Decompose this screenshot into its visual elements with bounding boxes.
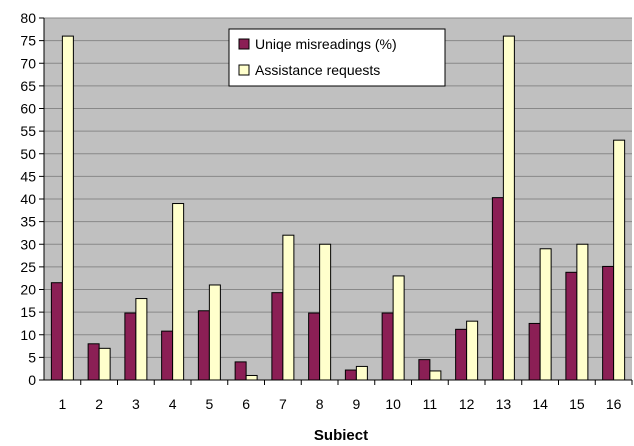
bar-misreadings-8 [308, 312, 321, 381]
y-tick-label: 25 [20, 259, 36, 275]
x-tick-label: 12 [459, 396, 475, 412]
x-tick-label: 7 [279, 396, 287, 412]
bar-assistance-9 [355, 365, 368, 381]
y-tick-label: 10 [20, 327, 36, 343]
x-tick-label: 3 [132, 396, 140, 412]
x-tick-label: 15 [569, 396, 585, 412]
y-tick-label: 30 [20, 236, 36, 252]
x-tick-label: 8 [316, 396, 324, 412]
bar-misreadings-9 [344, 369, 357, 381]
x-tick-label: 1 [58, 396, 66, 412]
y-tick-label: 75 [20, 33, 36, 49]
bar-assistance-5 [208, 284, 221, 381]
bar-assistance-13 [502, 35, 515, 381]
bar-assistance-8 [319, 243, 332, 381]
bar-misreadings-5 [197, 310, 210, 381]
bar-assistance-11 [429, 370, 442, 381]
y-tick-label: 50 [20, 146, 36, 162]
legend-swatch [238, 64, 250, 76]
x-tick-label: 11 [423, 396, 438, 412]
x-tick-label: 4 [169, 396, 177, 412]
bar-misreadings-7 [271, 292, 284, 381]
y-tick-label: 35 [20, 214, 36, 230]
y-tick-label: 5 [28, 349, 36, 365]
bar-misreadings-3 [124, 312, 137, 381]
bar-misreadings-2 [87, 343, 100, 381]
bar-misreadings-11 [418, 359, 431, 381]
y-tick-label: 55 [20, 123, 36, 139]
legend: Uniqe misreadings (%) Assistance requests [228, 28, 446, 87]
bar-misreadings-12 [455, 328, 468, 381]
x-tick-label: 10 [385, 396, 401, 412]
bar-assistance-1 [61, 35, 74, 381]
y-tick-label: 15 [20, 304, 36, 320]
bar-misreadings-16 [602, 265, 615, 381]
bar-assistance-3 [135, 298, 148, 381]
bar-misreadings-6 [234, 361, 247, 381]
y-tick-label: 80 [20, 10, 36, 26]
bar-misreadings-1 [50, 282, 63, 381]
y-tick-label: 40 [20, 191, 36, 207]
legend-label: Uniqe misreadings (%) [255, 36, 397, 52]
bar-assistance-2 [98, 347, 111, 381]
y-tick-label: 0 [28, 372, 36, 388]
x-tick-label: 5 [205, 396, 213, 412]
y-tick-label: 45 [20, 168, 36, 184]
x-tick-label: 13 [496, 396, 512, 412]
y-tick-label: 60 [20, 101, 36, 117]
bar-assistance-16 [613, 139, 626, 381]
y-tick-label: 65 [20, 78, 36, 94]
legend-label: Assistance requests [255, 62, 380, 78]
bar-misreadings-15 [565, 271, 578, 381]
bar-misreadings-14 [528, 322, 541, 381]
bar-assistance-12 [466, 320, 479, 381]
bar-misreadings-13 [491, 197, 504, 381]
x-tick-label: 6 [242, 396, 250, 412]
bar-assistance-10 [392, 275, 405, 381]
bar-assistance-4 [172, 203, 185, 381]
x-tick-label: 2 [95, 396, 103, 412]
x-axis-title: Subiect [314, 427, 368, 441]
bar-assistance-7 [282, 234, 295, 381]
y-tick-label: 20 [20, 282, 36, 298]
x-tick-label: 16 [606, 396, 622, 412]
bar-assistance-6 [245, 374, 258, 381]
bar-assistance-15 [576, 243, 589, 381]
x-tick-label: 14 [532, 396, 548, 412]
bar-assistance-14 [539, 248, 552, 381]
bar-misreadings-4 [161, 330, 174, 381]
legend-swatch [238, 38, 250, 50]
x-tick-label: 9 [352, 396, 360, 412]
legend-box [228, 28, 446, 87]
bars [50, 35, 626, 381]
y-tick-label: 70 [20, 55, 36, 71]
bar-misreadings-10 [381, 312, 394, 381]
